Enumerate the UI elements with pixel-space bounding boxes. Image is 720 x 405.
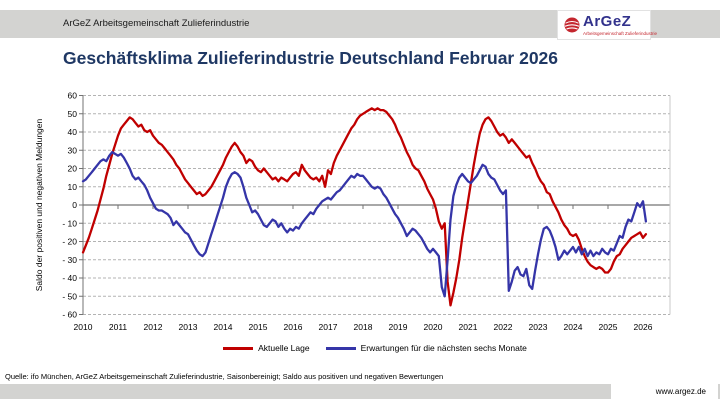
x-tick-label: 2022	[494, 322, 513, 332]
x-tick-label: 2026	[634, 322, 653, 332]
website-url: www.argez.de	[655, 387, 706, 396]
x-tick-label: 2020	[424, 322, 443, 332]
y-tick-label: 30	[68, 145, 78, 155]
x-tick-label: 2017	[319, 322, 338, 332]
legend-item-erwartungen: Erwartungen für die nächsten sechs Monat…	[325, 343, 527, 353]
x-tick-label: 2019	[389, 322, 408, 332]
x-tick-label: 2018	[354, 322, 373, 332]
y-tick-label: - 10	[62, 218, 77, 228]
x-tick-label: 2021	[459, 322, 478, 332]
y-tick-label: - 60	[62, 310, 77, 320]
brand-text: ArGeZ Arbeitsgemeinschaft Zulieferindust…	[63, 18, 250, 29]
footer-bar: www.argez.de	[0, 384, 720, 399]
legend-swatch-erwartungen	[325, 346, 356, 350]
legend-item-aktuelle-lage: Aktuelle Lage	[223, 343, 310, 353]
url-box: www.argez.de	[611, 384, 718, 399]
series-line-aktuelle-lage	[81, 107, 648, 307]
legend-swatch-aktuelle-lage	[223, 346, 254, 350]
x-tick-label: 2014	[214, 322, 233, 332]
x-tick-label: 2016	[284, 322, 303, 332]
logo-ball-icon	[564, 17, 580, 33]
y-axis-title: Saldo der positiven und negativen Meldun…	[34, 118, 44, 291]
argez-logo: ArGeZ Arbeitsgemeinschaft Zulieferindust…	[557, 10, 657, 40]
x-tick-label: 2023	[529, 322, 548, 332]
legend-label-aktuelle-lage: Aktuelle Lage	[258, 343, 310, 353]
x-tick-label: 2015	[249, 322, 268, 332]
y-tick-label: - 20	[62, 237, 77, 247]
source-note: Quelle: ifo München, ArGeZ Arbeitsgemein…	[5, 372, 444, 381]
x-tick-label: 2013	[179, 322, 198, 332]
y-tick-label: - 40	[62, 273, 77, 283]
x-tick-label: 2011	[109, 322, 128, 332]
y-tick-label: 40	[68, 127, 78, 137]
x-tick-label: 2010	[74, 322, 93, 332]
series-line-erwartungen	[81, 150, 648, 298]
y-tick-label: - 30	[62, 255, 77, 265]
y-tick-label: 10	[68, 182, 78, 192]
page-title: Geschäftsklima Zulieferindustrie Deutsch…	[63, 48, 559, 68]
y-tick-label: 0	[72, 200, 77, 210]
legend-label-erwartungen: Erwartungen für die nächsten sechs Monat…	[360, 343, 527, 353]
x-tick-label: 2012	[144, 322, 163, 332]
logo-subtext: Arbeitsgemeinschaft Zulieferindustrie	[583, 31, 658, 36]
chart-legend: Aktuelle Lage Erwartungen für die nächst…	[0, 343, 720, 353]
x-tick-label: 2025	[599, 322, 618, 332]
logo-wordmark: ArGeZ	[583, 13, 632, 30]
y-tick-label: 20	[68, 164, 78, 174]
y-tick-label: 60	[68, 91, 78, 101]
y-tick-label: - 50	[62, 291, 77, 301]
x-tick-label: 2024	[564, 322, 583, 332]
y-tick-label: 50	[68, 109, 78, 119]
